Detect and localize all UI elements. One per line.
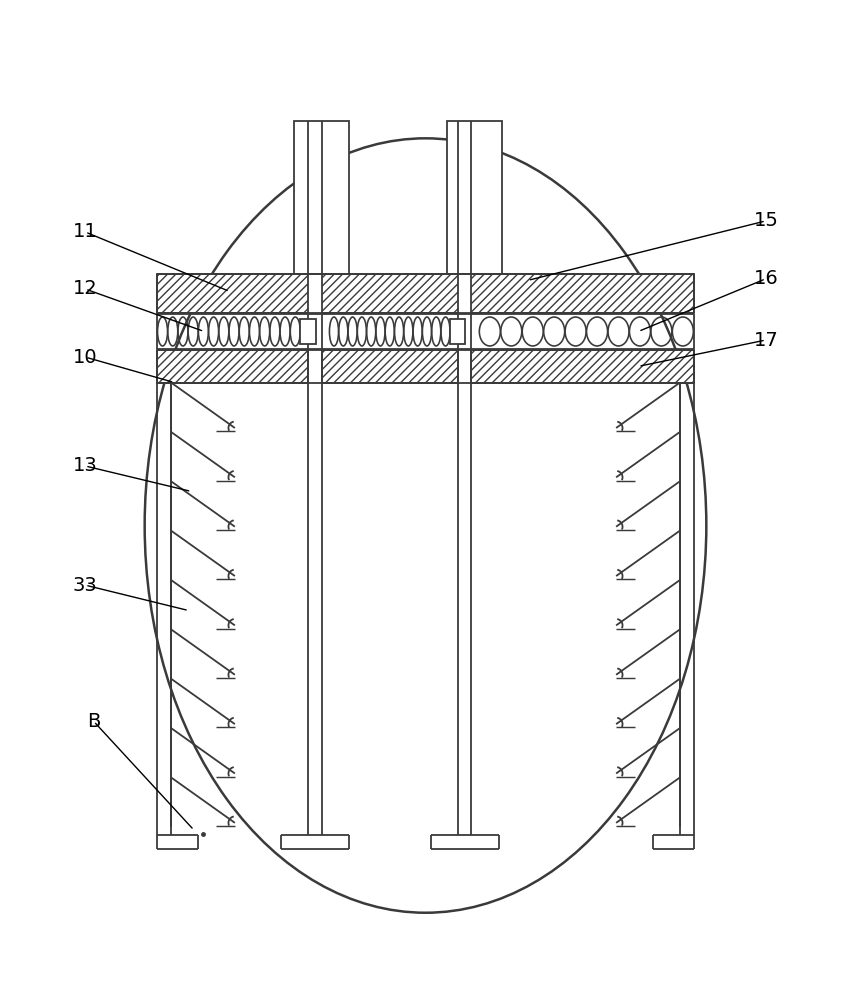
Bar <box>322 350 458 383</box>
Bar <box>322 274 458 313</box>
Text: 13: 13 <box>72 456 98 475</box>
Text: 12: 12 <box>72 279 98 298</box>
Bar <box>471 350 694 383</box>
Text: 33: 33 <box>72 576 98 595</box>
Bar <box>157 274 308 313</box>
Bar <box>294 121 349 274</box>
Text: 16: 16 <box>753 269 779 288</box>
Bar <box>157 350 308 383</box>
Text: B: B <box>87 712 100 731</box>
Text: 15: 15 <box>753 211 779 230</box>
Text: 11: 11 <box>72 222 98 241</box>
Bar <box>450 319 465 344</box>
Bar <box>447 121 502 274</box>
Text: 10: 10 <box>73 348 97 367</box>
Bar <box>471 274 694 313</box>
Text: 17: 17 <box>753 331 779 350</box>
Bar <box>300 319 316 344</box>
Ellipse shape <box>145 138 706 913</box>
